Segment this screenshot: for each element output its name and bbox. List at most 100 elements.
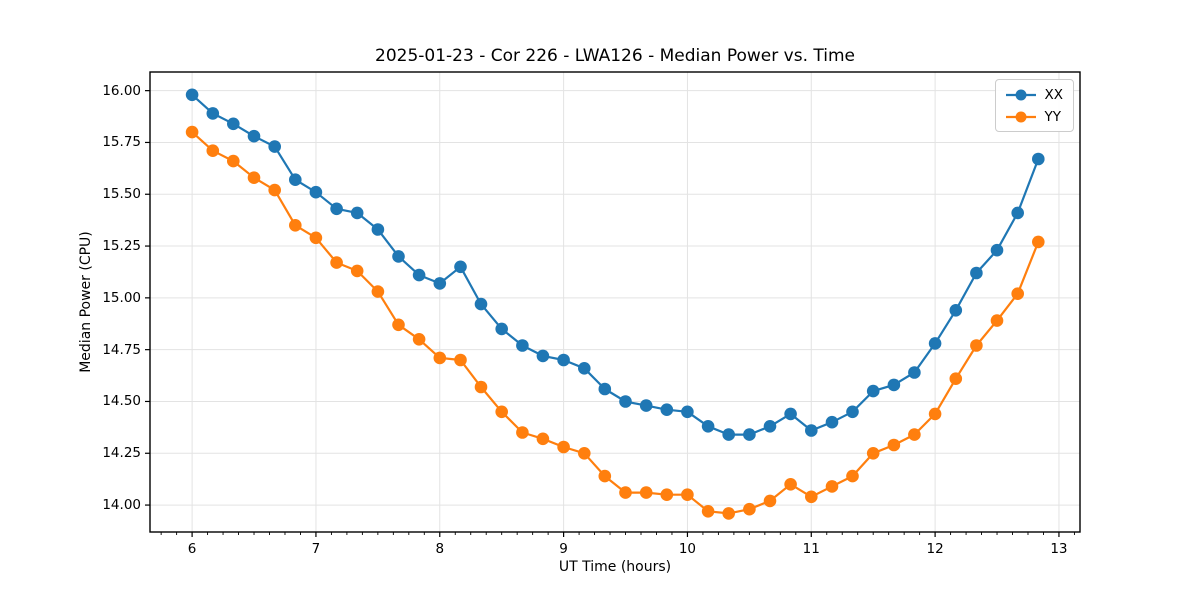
- xx-data-point: [578, 362, 591, 375]
- yy-data-point: [309, 231, 323, 245]
- xx-data-point: [412, 268, 426, 282]
- xx-data-point: [557, 353, 570, 367]
- plot-area-border: [149, 71, 1081, 533]
- x-tick-label: 8: [435, 541, 445, 557]
- y-tick-label: 16.00: [102, 82, 141, 99]
- x-tick-label: 11: [802, 541, 820, 557]
- legend-marker-icon: [1005, 89, 1036, 100]
- yy-data-point: [701, 505, 715, 518]
- xx-data-point: [763, 420, 777, 433]
- xx-data-point: [268, 140, 282, 153]
- y-tick-label: 14.00: [102, 497, 141, 514]
- xx-data-point: [701, 420, 715, 433]
- xx-data-point: [619, 395, 632, 408]
- xx-data-point: [371, 223, 385, 236]
- xx-data-point: [866, 384, 880, 398]
- y-tick-label: 15.00: [102, 289, 141, 306]
- xx-data-point: [309, 185, 323, 199]
- yy-data-point: [1032, 235, 1045, 249]
- yy-data-point: [412, 333, 426, 346]
- x-tick-label: 12: [926, 541, 944, 557]
- y-tick-label: 14.25: [102, 445, 141, 462]
- legend-label: YY: [1044, 108, 1062, 125]
- yy-data-point: [495, 405, 509, 419]
- xx-data-point: [908, 366, 921, 379]
- yy-data-point: [1011, 287, 1024, 301]
- xx-data-point: [206, 107, 220, 120]
- yy-data-point: [970, 339, 983, 352]
- legend: XX YY: [994, 79, 1074, 132]
- xx-data-point: [454, 260, 467, 274]
- yy-data-point: [681, 488, 694, 502]
- legend-item-xx: XX: [1005, 85, 1064, 104]
- y-tick-label: 15.25: [102, 238, 141, 255]
- yy-data-point: [536, 432, 550, 446]
- xx-data-point: [784, 407, 797, 421]
- xx-data-point: [289, 173, 302, 186]
- xx-data-point: [1011, 206, 1024, 220]
- y-tick-label: 15.50: [102, 186, 141, 203]
- yy-data-point: [825, 480, 839, 493]
- yy-data-point: [619, 486, 632, 499]
- xx-data-point: [330, 202, 343, 216]
- yy-data-point: [350, 264, 364, 278]
- yy-data-point: [289, 219, 302, 232]
- xx-data-point: [598, 382, 612, 396]
- yy-data-point: [433, 351, 447, 365]
- xx-data-point: [639, 399, 653, 412]
- legend-marker-icon: [1005, 111, 1036, 122]
- yy-data-point: [185, 125, 199, 139]
- xx-data-point: [681, 405, 694, 419]
- xx-data-point: [350, 206, 364, 220]
- xx-data-point: [1032, 152, 1045, 166]
- xx-data-point: [392, 250, 405, 263]
- x-tick-label: 10: [678, 541, 697, 557]
- yy-data-point: [247, 171, 261, 184]
- xx-data-point: [970, 266, 983, 280]
- yy-data-point: [846, 469, 859, 483]
- x-tick-label: 13: [1050, 541, 1068, 557]
- yy-data-point: [516, 426, 529, 439]
- legend-label: XX: [1044, 86, 1064, 103]
- y-tick-label: 15.75: [102, 134, 141, 151]
- xx-data-point: [990, 243, 1004, 257]
- xx-data-point: [846, 405, 859, 419]
- legend-item-yy: YY: [1005, 107, 1064, 126]
- yy-data-point: [557, 440, 570, 454]
- yy-data-point: [805, 490, 818, 504]
- xx-data-point: [185, 88, 199, 102]
- xx-data-point: [495, 322, 509, 336]
- yy-data-point: [598, 469, 612, 483]
- xx-data-point: [949, 304, 963, 317]
- xx-data-point: [433, 277, 447, 290]
- yy-data-point: [454, 353, 467, 367]
- xx-data-point: [743, 428, 756, 441]
- y-tick-label: 14.75: [102, 341, 141, 358]
- yy-data-point: [908, 428, 921, 441]
- xx-data-point: [722, 428, 735, 441]
- x-tick-label: 9: [559, 541, 568, 557]
- yy-data-point: [639, 486, 653, 499]
- xx-data-point: [227, 117, 240, 131]
- x-tick-label: 6: [187, 541, 197, 557]
- yy-data-point: [578, 447, 591, 460]
- y-axis-label: Median Power (CPU): [78, 231, 94, 373]
- yy-data-point: [949, 372, 963, 386]
- xx-data-point: [536, 349, 550, 363]
- yy-data-point: [784, 478, 797, 491]
- xx-data-point: [887, 378, 901, 392]
- xx-data-point: [805, 424, 818, 437]
- xx-data-point: [516, 339, 529, 352]
- xx-data-point: [660, 403, 674, 417]
- xx-data-point: [928, 337, 942, 350]
- yy-data-point: [722, 507, 735, 520]
- yy-data-point: [763, 494, 777, 508]
- yy-data-point: [206, 144, 220, 157]
- chart-line-xx: [191, 93, 1040, 436]
- yy-data-point: [866, 447, 880, 460]
- yy-data-point: [887, 438, 901, 452]
- xx-data-point: [825, 415, 839, 429]
- yy-data-point: [371, 285, 385, 298]
